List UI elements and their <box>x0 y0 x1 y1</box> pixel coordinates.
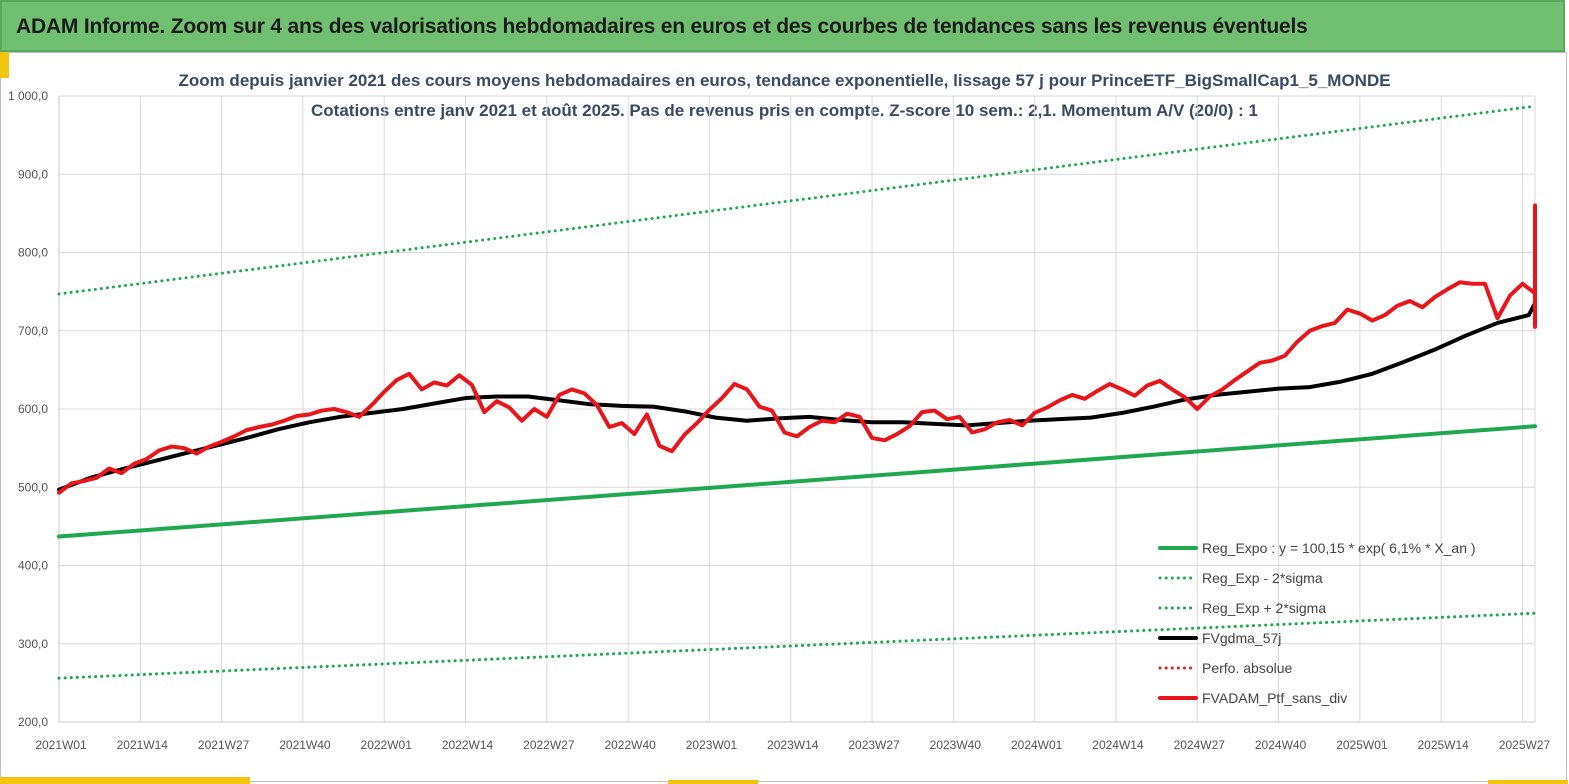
legend-label: FVgdma_57j <box>1202 630 1281 646</box>
x-tick-label: 2023W01 <box>686 738 738 752</box>
y-tick-label: 900,0 <box>18 167 48 181</box>
chart-title: Zoom depuis janvier 2021 des cours moyen… <box>178 71 1391 90</box>
x-tick-label: 2021W27 <box>198 738 250 752</box>
legend-label: Reg_Exp + 2*sigma <box>1202 600 1326 616</box>
series-line-fvadam-ptf-sans-div <box>57 203 1537 495</box>
y-tick-label: 500,0 <box>18 480 48 494</box>
x-tick-label: 2022W01 <box>361 738 413 752</box>
x-tick-label: 2022W40 <box>604 738 656 752</box>
x-tick-label: 2022W14 <box>442 738 494 752</box>
report-title: ADAM Informe. Zoom sur 4 ans des valoris… <box>16 15 1308 38</box>
y-tick-label: 600,0 <box>18 402 48 416</box>
series-line-reg-exp-2-sigma <box>57 104 1537 296</box>
series-lines <box>57 104 1537 680</box>
x-tick-label: 2024W01 <box>1011 738 1063 752</box>
legend-label: FVADAM_Ptf_sans_div <box>1202 690 1347 706</box>
y-tick-label: 700,0 <box>18 324 48 338</box>
legend-label: Reg_Expo : y = 100,15 * exp( 6,1% * X_an… <box>1202 540 1476 556</box>
x-tick-label: 2024W27 <box>1174 738 1226 752</box>
x-tick-label: 2021W40 <box>279 738 331 752</box>
accent-bar-bottom-left <box>0 777 250 784</box>
y-tick-label: 800,0 <box>18 246 48 260</box>
x-tick-label: 2023W27 <box>848 738 900 752</box>
y-axis-tick-labels: 200,0 300,0 400,0 500,0 600,0 700,0 800,0 900,0… <box>8 89 48 729</box>
grid <box>58 95 1536 723</box>
legend: Reg_Expo : y = 100,15 * exp( 6,1% * X_an… <box>1158 540 1476 706</box>
series-line-reg-exp-2-sigma <box>57 611 1537 680</box>
x-tick-label: 2023W40 <box>930 738 982 752</box>
x-tick-label: 2023W14 <box>767 738 819 752</box>
chart-frame <box>0 52 1567 782</box>
y-tick-label: 200,0 <box>18 715 48 729</box>
accent-bar-bottom-right <box>1488 780 1568 784</box>
x-tick-label: 2021W01 <box>35 738 87 752</box>
x-axis-tick-labels: 2021W01 2021W14 2021W27 2021W40 2022W01 2022W… <box>35 738 1550 752</box>
y-tick-label: 1 000,0 <box>8 89 48 103</box>
x-tick-label: 2025W14 <box>1417 738 1469 752</box>
x-tick-label: 2024W14 <box>1092 738 1144 752</box>
legend-label: Perfo. absolue <box>1202 660 1292 676</box>
legend-label: Reg_Exp - 2*sigma <box>1202 570 1323 586</box>
x-tick-label: 2021W14 <box>117 738 169 752</box>
chart-subtitle: Cotations entre janv 2021 et août 2025. … <box>311 101 1258 120</box>
series-line-fvgdma-57j <box>57 236 1537 492</box>
x-tick-label: 2024W40 <box>1255 738 1307 752</box>
accent-bar-top <box>0 52 9 78</box>
report-banner: ADAM Informe. Zoom sur 4 ans des valoris… <box>0 0 1565 52</box>
y-tick-label: 300,0 <box>18 637 48 651</box>
accent-bar-bottom-mid <box>668 780 758 784</box>
y-tick-label: 400,0 <box>18 559 48 573</box>
series-line-reg-expo-y-100-15-exp-6-1-x-an <box>57 424 1537 539</box>
x-tick-label: 2025W27 <box>1499 738 1551 752</box>
x-tick-label: 2025W01 <box>1336 738 1388 752</box>
x-tick-label: 2022W27 <box>523 738 575 752</box>
